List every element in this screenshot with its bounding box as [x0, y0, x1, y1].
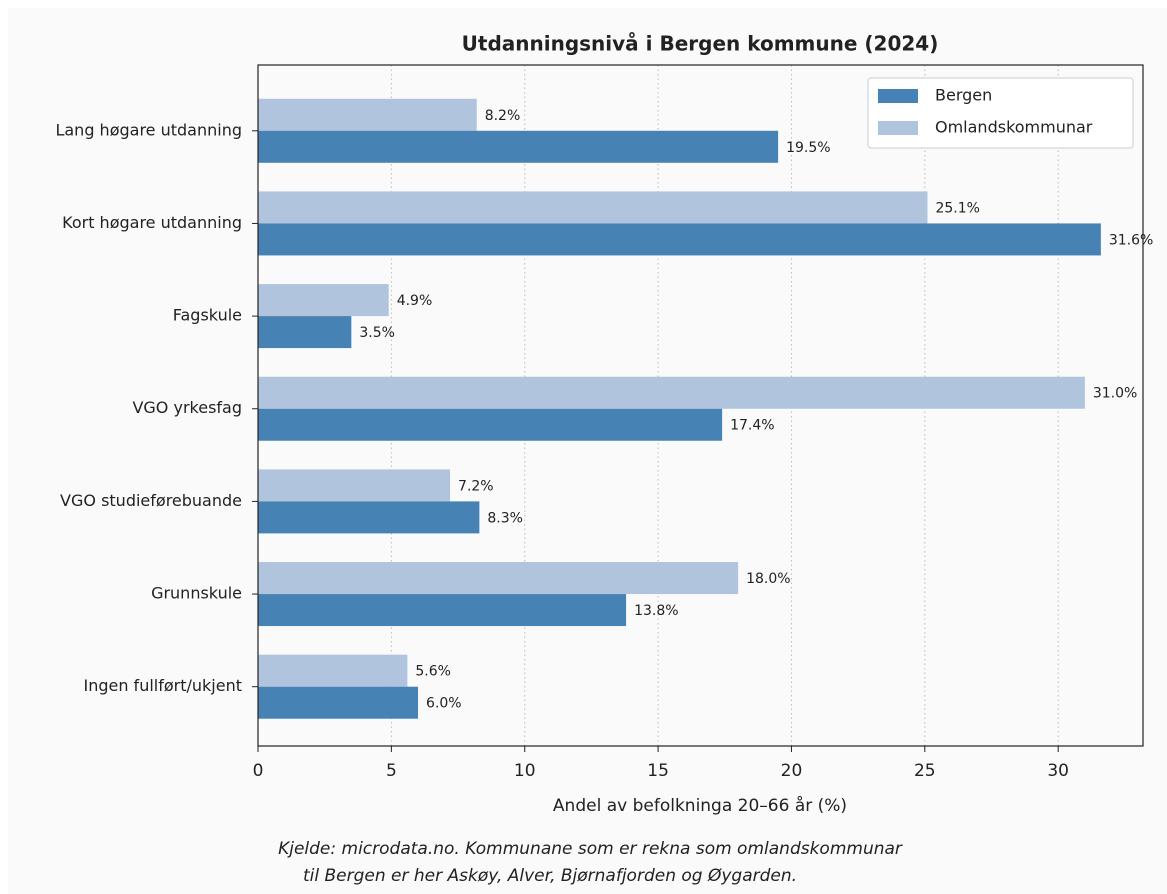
bar: [258, 191, 928, 224]
bar: [258, 562, 739, 595]
x-tick-label: 5: [386, 761, 397, 781]
bar: [258, 376, 1085, 409]
legend-swatch: [878, 89, 918, 103]
y-tick-label: Grunnskule: [151, 584, 242, 603]
bar: [258, 594, 627, 627]
legend-label: Bergen: [935, 86, 992, 105]
x-tick-label: 0: [253, 761, 264, 781]
bar: [258, 130, 779, 163]
bar: [258, 408, 723, 441]
bar: [258, 686, 419, 719]
y-tick-label: Ingen fullført/ukjent: [83, 676, 242, 695]
legend-swatch: [878, 121, 918, 135]
value-label: 3.5%: [359, 325, 395, 341]
x-axis-label: Andel av befolkninga 20–66 år (%): [553, 795, 847, 816]
value-label: 31.6%: [1109, 232, 1153, 248]
y-tick-label: VGO yrkesfag: [132, 398, 242, 417]
value-label: 4.9%: [397, 293, 433, 309]
x-tick-label: 25: [914, 761, 936, 781]
bar: [258, 316, 352, 349]
bar: [258, 223, 1101, 256]
source-note: til Bergen er her Askøy, Alver, Bjørnafj…: [303, 866, 797, 886]
value-label: 8.3%: [487, 510, 523, 526]
chart-title: Utdanningsnivå i Bergen kommune (2024): [462, 32, 939, 56]
value-label: 19.5%: [786, 140, 830, 156]
bar: [258, 98, 477, 131]
plot-frame: [257, 64, 1144, 747]
source-note: Kjelde: microdata.no. Kommunane som er r…: [278, 839, 903, 859]
value-label: 13.8%: [634, 603, 678, 619]
legend-box: [867, 77, 1134, 149]
value-label: 25.1%: [935, 200, 979, 216]
value-label: 18.0%: [746, 571, 790, 587]
x-tick-label: 30: [1047, 761, 1069, 781]
value-label: 8.2%: [485, 108, 521, 124]
value-label: 7.2%: [458, 478, 494, 494]
y-tick-label: VGO studieførebuande: [60, 491, 242, 510]
y-tick-label: Fagskule: [173, 306, 242, 325]
value-label: 6.0%: [426, 696, 462, 712]
x-tick-label: 20: [781, 761, 803, 781]
bar: [258, 284, 389, 317]
value-label: 17.4%: [730, 418, 774, 434]
x-tick-label: 10: [514, 761, 536, 781]
x-tick-label: 15: [647, 761, 669, 781]
bar: [258, 469, 451, 502]
legend-label: Omlandskommunar: [935, 118, 1093, 137]
value-label: 31.0%: [1093, 386, 1137, 402]
bar: [258, 654, 408, 687]
y-tick-label: Lang høgare utdanning: [55, 120, 242, 139]
bar: [258, 501, 480, 534]
value-label: 5.6%: [415, 664, 451, 680]
y-tick-label: Kort høgare utdanning: [62, 213, 242, 232]
